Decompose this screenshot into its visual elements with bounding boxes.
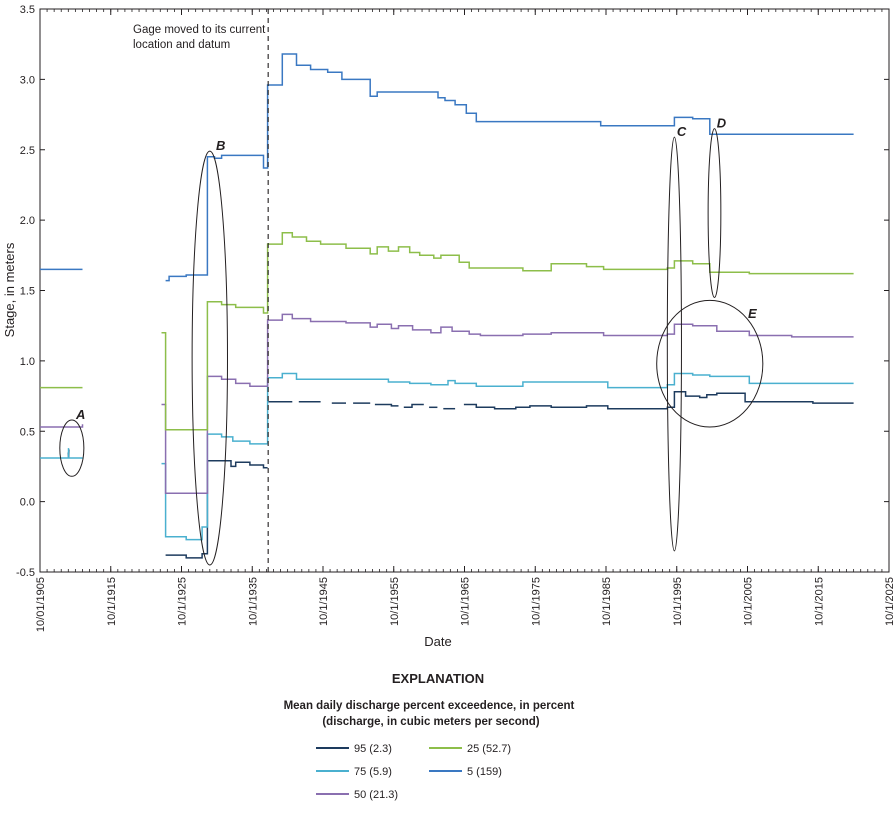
y-tick-label: 2.5: [20, 145, 35, 157]
legend-label: 25 (52.7): [467, 743, 511, 755]
series-segment: [161, 313, 854, 494]
y-tick-label: 3.0: [20, 74, 35, 86]
legend-label: 5 (159): [467, 766, 502, 778]
series-segment: [374, 403, 399, 407]
series-segment: [403, 403, 424, 409]
series-segment: [463, 391, 854, 410]
x-tick-label: 10/1/1935: [247, 577, 259, 626]
legend-item: 5 (159): [429, 766, 502, 778]
ellipse-label: D: [717, 116, 727, 131]
y-axis-title: Stage, in meters: [2, 242, 17, 337]
y-tick-label: -0.5: [16, 567, 35, 579]
plot-frame: [39, 8, 890, 573]
ellipse-label: B: [216, 138, 225, 153]
x-axis-ticks: 10/01/1905 10/1/1915 10/1/1925 10/1/1935 10/…: [35, 9, 895, 632]
y-tick-label: 3.5: [20, 4, 35, 16]
annotation-ellipse: [191, 150, 228, 566]
annotation-ellipse: [666, 136, 682, 552]
series-line: [40, 372, 854, 541]
legend-items: 95 (2.3) 75 (5.9) 50 (21.3) 25 (52.7) 5 (159…: [316, 743, 511, 801]
legend-item: 75 (5.9): [316, 766, 392, 778]
x-tick-label: 10/1/2015: [813, 577, 825, 626]
series-segment: [161, 232, 854, 431]
legend-subtitle-1: Mean daily discharge percent exceedence,…: [284, 700, 575, 712]
x-tick-label: 10/1/1915: [106, 577, 118, 626]
x-tick-label: 10/1/1925: [177, 577, 189, 626]
series-segment: [165, 53, 854, 282]
legend-item: 25 (52.7): [429, 743, 511, 755]
legend-subtitle-2: (discharge, in cubic meters per second): [322, 716, 539, 728]
series-line: [40, 53, 854, 282]
x-tick-label: 10/1/2005: [743, 577, 755, 626]
x-axis-title: Date: [424, 634, 451, 649]
series-line: [40, 313, 854, 494]
x-tick-label: 10/1/1975: [530, 577, 542, 626]
series-segment: [165, 460, 268, 559]
legend-item: 50 (21.3): [316, 789, 398, 801]
ellipse-annotations: A B C D E: [59, 116, 764, 566]
annotation-ellipse: [656, 299, 764, 428]
x-tick-label: 10/1/1995: [672, 577, 684, 626]
legend-label: 50 (21.3): [354, 789, 398, 801]
x-tick-label: 10/1/1985: [601, 577, 613, 626]
gage-annotation-line-1: Gage moved to its current: [133, 24, 266, 36]
legend: EXPLANATION Mean daily discharge percent…: [284, 671, 575, 801]
gage-annotation-line-2: location and datum: [133, 39, 230, 51]
y-tick-label: 1.5: [20, 286, 35, 298]
y-axis-ticks: -0.5 0.0 0.5 1.0 1.5 2.0 2.5 3.0 3.5: [16, 4, 889, 579]
annotation-ellipse: [707, 128, 722, 299]
legend-title: EXPLANATION: [392, 671, 484, 686]
legend-label: 75 (5.9): [354, 766, 392, 778]
x-tick-label: 10/1/1965: [460, 577, 472, 626]
legend-item: 95 (2.3): [316, 743, 392, 755]
x-tick-label: 10/1/1945: [318, 577, 330, 626]
series-segment: [40, 424, 84, 428]
ellipse-label: A: [75, 407, 85, 422]
annotation-ellipse: [59, 419, 85, 477]
series-segment: [161, 372, 854, 541]
y-tick-label: 1.0: [20, 356, 35, 368]
ellipse-label: E: [748, 306, 757, 321]
ellipse-label: C: [677, 124, 687, 139]
y-tick-label: 2.0: [20, 215, 35, 227]
plot-area: -0.50.00.51.01.52.02.53.03.5 10/01/1905 1…: [16, 4, 895, 632]
x-tick-label: 10/1/1955: [389, 577, 401, 626]
x-tick-label: 10/01/1905: [35, 577, 47, 632]
y-tick-label: 0.5: [20, 426, 35, 438]
legend-label: 95 (2.3): [354, 743, 392, 755]
y-tick-label: 0.0: [20, 497, 35, 509]
series-line: [40, 232, 854, 431]
x-tick-label: 10/1/2025: [884, 577, 895, 626]
series-line: [67, 391, 854, 559]
